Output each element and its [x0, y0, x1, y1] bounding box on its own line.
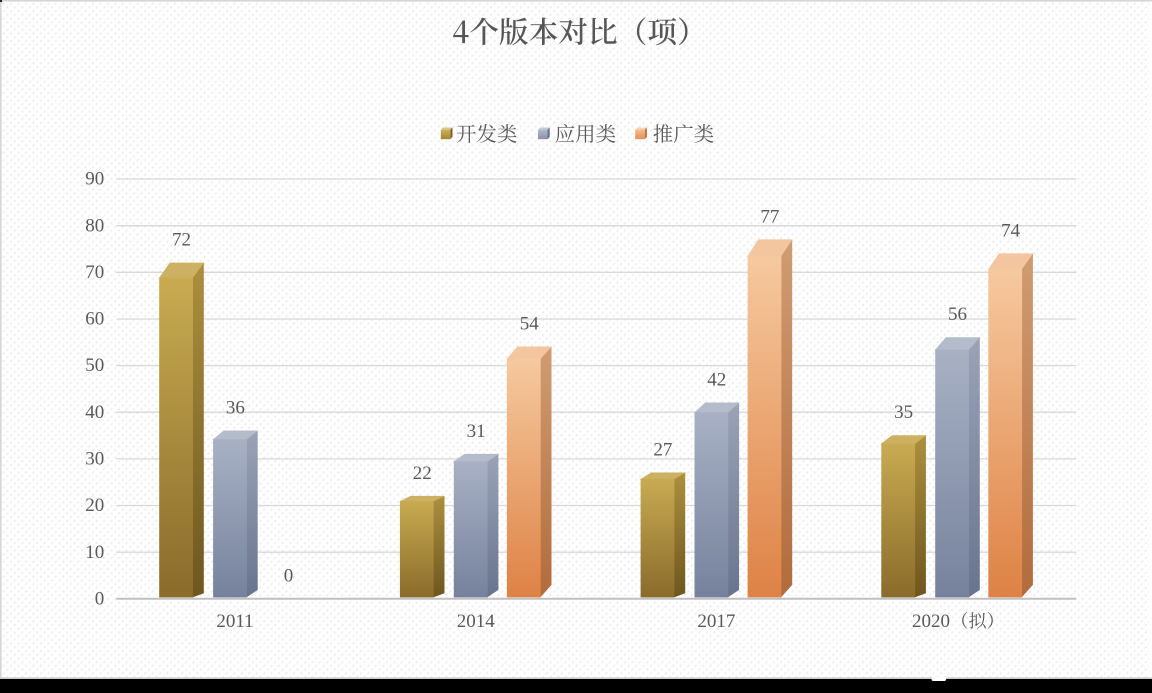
svg-text:35: 35 — [894, 402, 913, 423]
svg-text:54: 54 — [520, 314, 540, 335]
svg-text:40: 40 — [85, 402, 104, 423]
svg-text:80: 80 — [85, 215, 104, 236]
svg-text:70: 70 — [85, 262, 104, 283]
svg-text:42: 42 — [707, 370, 726, 391]
svg-text:27: 27 — [653, 440, 672, 461]
svg-text:72: 72 — [172, 230, 191, 251]
svg-text:60: 60 — [85, 309, 104, 330]
svg-text:90: 90 — [85, 169, 104, 190]
svg-text:20: 20 — [85, 495, 104, 516]
svg-text:0: 0 — [284, 565, 294, 586]
svg-text:31: 31 — [467, 421, 486, 442]
svg-text:74: 74 — [1001, 220, 1021, 241]
svg-text:10: 10 — [85, 542, 104, 563]
svg-text:2020: 2020 — [912, 611, 950, 632]
svg-text:50: 50 — [85, 355, 104, 376]
svg-text:77: 77 — [760, 206, 779, 227]
svg-text:2011: 2011 — [216, 611, 253, 632]
svg-text:30: 30 — [85, 449, 104, 470]
svg-text:2014: 2014 — [457, 611, 496, 632]
svg-text:22: 22 — [413, 463, 432, 484]
svg-text:2017: 2017 — [697, 611, 735, 632]
svg-text:0: 0 — [95, 588, 105, 609]
svg-text:36: 36 — [226, 398, 245, 419]
svg-text:56: 56 — [948, 304, 967, 325]
